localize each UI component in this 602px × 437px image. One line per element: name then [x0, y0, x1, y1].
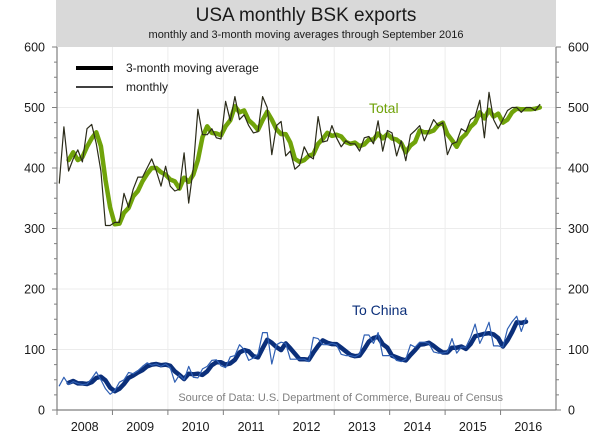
y-tick-label-left: 500	[24, 101, 45, 115]
x-tick-label: 2015	[459, 420, 487, 434]
y-tick-label-left: 200	[24, 283, 45, 297]
y-tick-label-left: 300	[24, 222, 45, 236]
legend: 3-month moving average monthly	[76, 61, 259, 94]
y-tick-label-right: 500	[568, 101, 589, 115]
series-line-to-china-3-month-moving-average	[66, 319, 529, 394]
y-tick-label-right: 300	[568, 222, 589, 236]
series-line-total-monthly	[58, 91, 541, 227]
annotation-to-china: To China	[352, 302, 407, 318]
x-tick-label: 2011	[238, 420, 265, 434]
chart-title-box: USA monthly BSK exports monthly and 3-mo…	[56, 0, 556, 47]
y-tick-label-right: 200	[568, 283, 589, 297]
series-line-to-china-monthly	[58, 315, 527, 395]
y-tick-label-left: 100	[24, 343, 45, 357]
y-tick-label-left: 600	[24, 41, 45, 55]
y-tick-label-left: 0	[38, 404, 45, 418]
chart-title: USA monthly BSK exports	[195, 5, 417, 26]
source-note: Source of Data: U.S. Department of Comme…	[178, 392, 503, 404]
x-tick-label: 2014	[403, 420, 431, 434]
chart-subtitle: monthly and 3-month moving averages thro…	[148, 29, 464, 41]
y-tick-label-left: 400	[24, 162, 45, 176]
y-tick-label-right: 400	[568, 162, 589, 176]
x-tick-label: 2010	[182, 420, 210, 434]
x-tick-label: 2012	[293, 420, 321, 434]
y-tick-label-right: 600	[568, 41, 589, 55]
series-line-total-3-month-moving-average	[66, 104, 543, 227]
legend-label-monthly: monthly	[126, 80, 168, 94]
axes: 0 0 100 100 200 200 300 300 400 400 500 500 600 600 20…	[24, 41, 589, 435]
x-tick-label: 2008	[71, 420, 99, 434]
x-tick-label: 2009	[126, 420, 154, 434]
grid	[57, 47, 556, 410]
legend-label-moving-average: 3-month moving average	[126, 61, 259, 75]
series-lines	[58, 91, 543, 395]
x-tick-label: 2013	[348, 420, 376, 434]
annotation-total: Total	[369, 100, 399, 116]
y-tick-label-right: 100	[568, 343, 589, 357]
x-tick-label: 2016	[514, 420, 542, 434]
y-tick-label-right: 0	[568, 404, 575, 418]
